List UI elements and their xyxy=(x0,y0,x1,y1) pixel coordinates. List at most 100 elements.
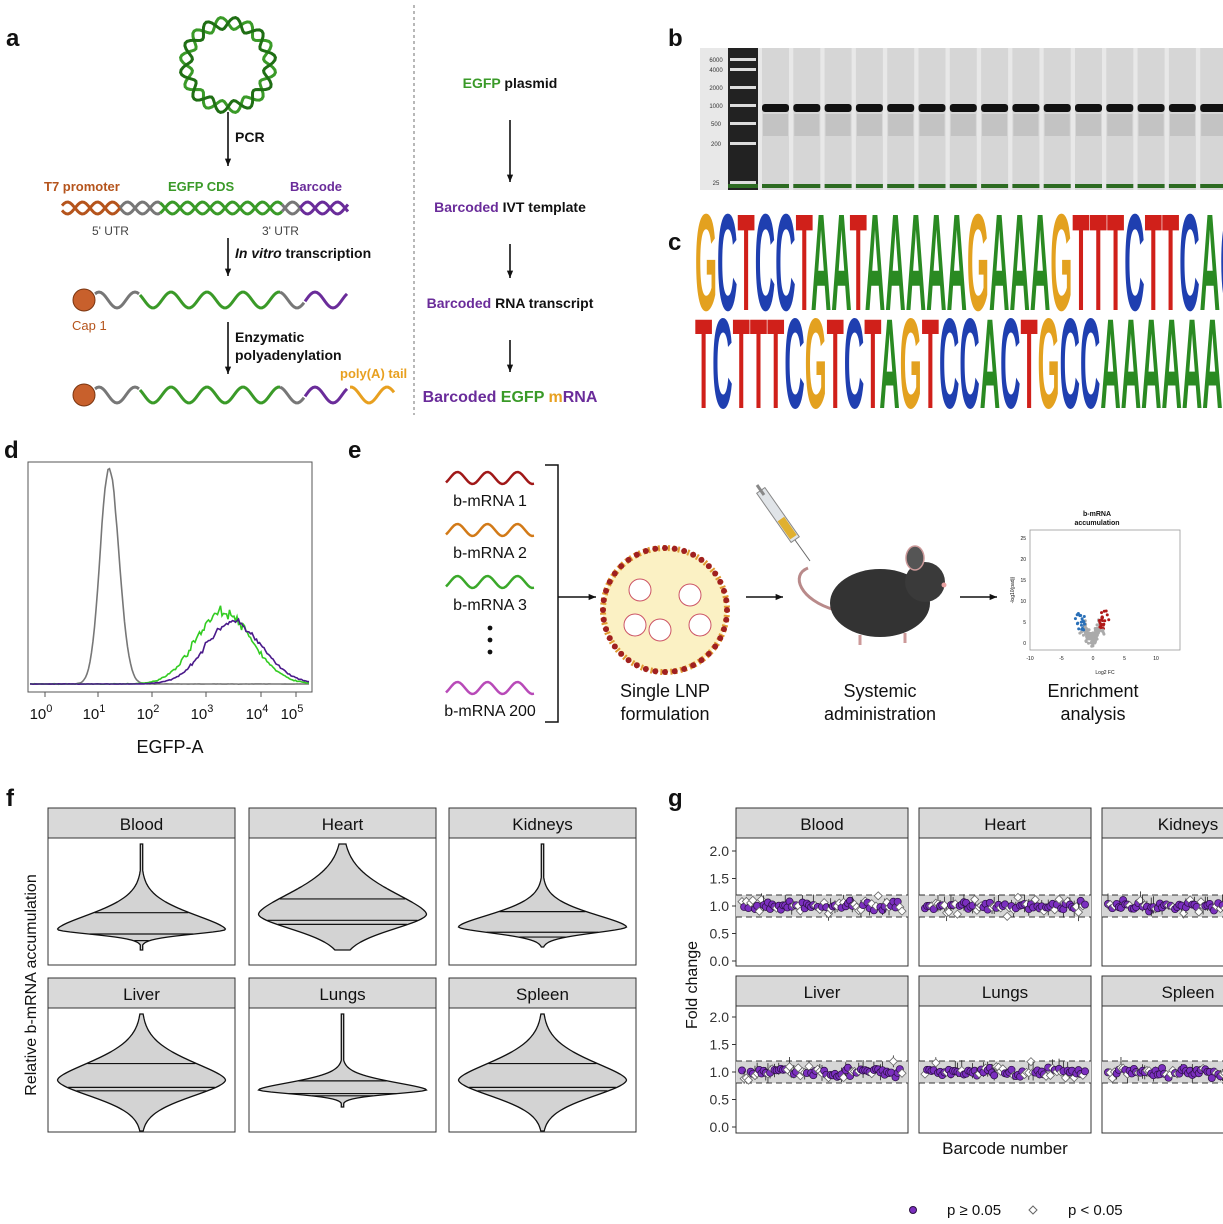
strand xyxy=(280,203,302,216)
flow-part: RNA transcript xyxy=(491,295,594,311)
point-diamond xyxy=(952,909,962,919)
arrow-head xyxy=(224,268,232,276)
volcano-point xyxy=(1079,613,1083,617)
lipid-head xyxy=(603,587,610,594)
label: T7 promoter xyxy=(44,179,120,194)
lipid-head xyxy=(698,657,705,664)
ladder-label: 25 xyxy=(713,181,720,187)
logo-letter: T xyxy=(1162,186,1179,340)
logo-row: TCTTTCGTCTAGTCCACTGCCAAAAAAA xyxy=(695,293,1223,436)
lipid-head xyxy=(723,597,730,604)
logo-letter: A xyxy=(1202,293,1222,436)
marker-band xyxy=(728,184,758,188)
plasmid xyxy=(179,16,277,114)
marker-band xyxy=(762,184,789,188)
logo-letter: A xyxy=(926,186,946,340)
point-diamond xyxy=(1073,907,1084,917)
lipid-head xyxy=(618,563,625,570)
logo-letter: A xyxy=(1182,293,1202,436)
label: b-mRNA xyxy=(1083,511,1111,518)
gel-smear xyxy=(1138,114,1164,136)
volcano-point xyxy=(1099,625,1103,629)
lipid-head xyxy=(717,635,724,642)
logo-letter: A xyxy=(811,186,831,340)
volcano-point xyxy=(1086,641,1090,645)
logo-letter: T xyxy=(750,293,767,436)
flow-step: Barcoded IVT template xyxy=(434,199,586,215)
panel-label: f xyxy=(6,785,15,812)
tick-exponent: 1 xyxy=(99,703,105,715)
x-tick-label: 102 xyxy=(137,703,160,723)
gel-band xyxy=(762,104,789,112)
facet-title: Spleen xyxy=(516,985,569,1004)
point-diamond xyxy=(873,891,883,901)
step-label: analysis xyxy=(1060,704,1125,724)
input-label: b-mRNA 3 xyxy=(453,597,527,614)
facet-title: Kidneys xyxy=(512,815,572,834)
tick-exponent: 2 xyxy=(153,703,159,715)
logo-letter: T xyxy=(922,293,939,436)
tick-exponent: 4 xyxy=(262,703,268,715)
y-tick-label: 1.5 xyxy=(710,1037,730,1053)
x-tick-label: 104 xyxy=(246,703,269,723)
histogram-curve xyxy=(30,467,310,686)
lipid-head xyxy=(712,570,719,577)
label: Log2 FC xyxy=(1095,670,1115,676)
cap xyxy=(72,383,96,407)
panel-label: c xyxy=(668,229,681,256)
ellipsis-dot xyxy=(487,637,493,643)
italic-part: In vitro xyxy=(235,245,282,261)
marker-band xyxy=(855,184,883,188)
logo-letter: C xyxy=(784,293,804,436)
logo-letter: T xyxy=(1090,186,1107,340)
point-diamond xyxy=(1194,907,1204,917)
logo-letter: G xyxy=(1050,186,1072,340)
point-diamond xyxy=(931,1058,941,1068)
logo-letter: A xyxy=(1200,186,1220,340)
gel-band xyxy=(918,104,946,112)
tick-base: 10 xyxy=(137,706,154,723)
violin xyxy=(457,843,628,948)
logo-letter: T xyxy=(695,293,712,436)
y-tick-label: 0.5 xyxy=(710,1092,730,1108)
volcano-point xyxy=(1102,609,1106,613)
marker-band xyxy=(793,184,821,188)
volcano-point xyxy=(1095,633,1099,637)
volcano-point xyxy=(1082,628,1086,632)
logo-letter: C xyxy=(939,293,959,436)
y-tick-label: 1.5 xyxy=(710,871,730,887)
lipid-head xyxy=(652,668,659,675)
facet-title: Liver xyxy=(804,983,841,1002)
panel-label: d xyxy=(4,437,19,464)
point-diamond xyxy=(1060,1073,1071,1083)
strand xyxy=(303,290,349,310)
step-label: In vitro transcription xyxy=(235,245,371,261)
lipid-head xyxy=(662,545,668,551)
histogram-curve xyxy=(29,605,309,686)
flow-part: EGFP xyxy=(463,75,501,91)
volcano-point xyxy=(1091,644,1095,648)
volcano-point xyxy=(1100,615,1104,619)
point-diamond xyxy=(1220,1070,1223,1077)
marker-band xyxy=(1075,184,1102,188)
point-diamond xyxy=(754,906,764,916)
lipid-head xyxy=(720,626,727,633)
lipid-head xyxy=(723,616,730,623)
y-tick-label: 2.0 xyxy=(710,1009,730,1025)
point-diamond xyxy=(748,895,758,905)
point-diamond xyxy=(1220,905,1223,912)
strand xyxy=(279,290,306,310)
logo-letter: G xyxy=(967,186,989,340)
gel-band xyxy=(824,104,852,112)
tick-exponent: 3 xyxy=(207,703,213,715)
strand xyxy=(303,385,349,405)
volcano-tick: 25 xyxy=(1020,536,1026,542)
input-label: b-mRNA 1 xyxy=(453,493,527,510)
ladder-label: 200 xyxy=(711,142,722,148)
flow-part: m xyxy=(544,389,563,406)
tick-exponent: 5 xyxy=(297,703,303,715)
label: accumulation xyxy=(1074,520,1119,527)
logo-letter: T xyxy=(1145,186,1162,340)
lipid-head xyxy=(705,650,712,657)
